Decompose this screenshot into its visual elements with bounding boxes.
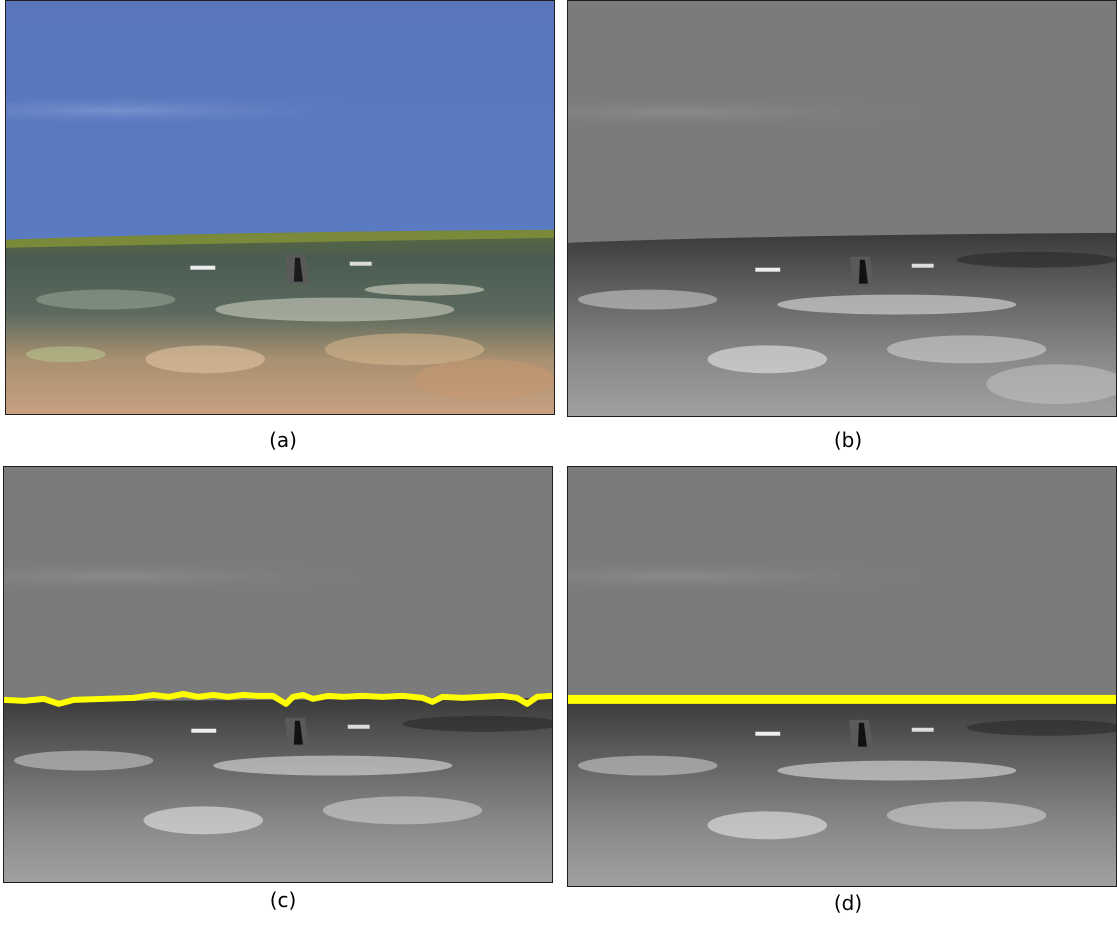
photo-panel-c [3,466,553,883]
caption-c: (c) [223,888,343,912]
photo-panel-a [5,0,555,415]
fitted-horizon-line [568,695,1116,704]
horizon-detection-image [4,467,552,882]
horizon-fit-image [568,467,1116,886]
photo-panel-d [567,466,1117,887]
photo-panel-b [567,0,1117,417]
caption-d: (d) [788,891,908,915]
aerial-color-image [6,1,554,414]
aerial-grayscale-image [568,1,1116,416]
caption-a: (a) [223,428,343,452]
caption-b: (b) [788,428,908,452]
